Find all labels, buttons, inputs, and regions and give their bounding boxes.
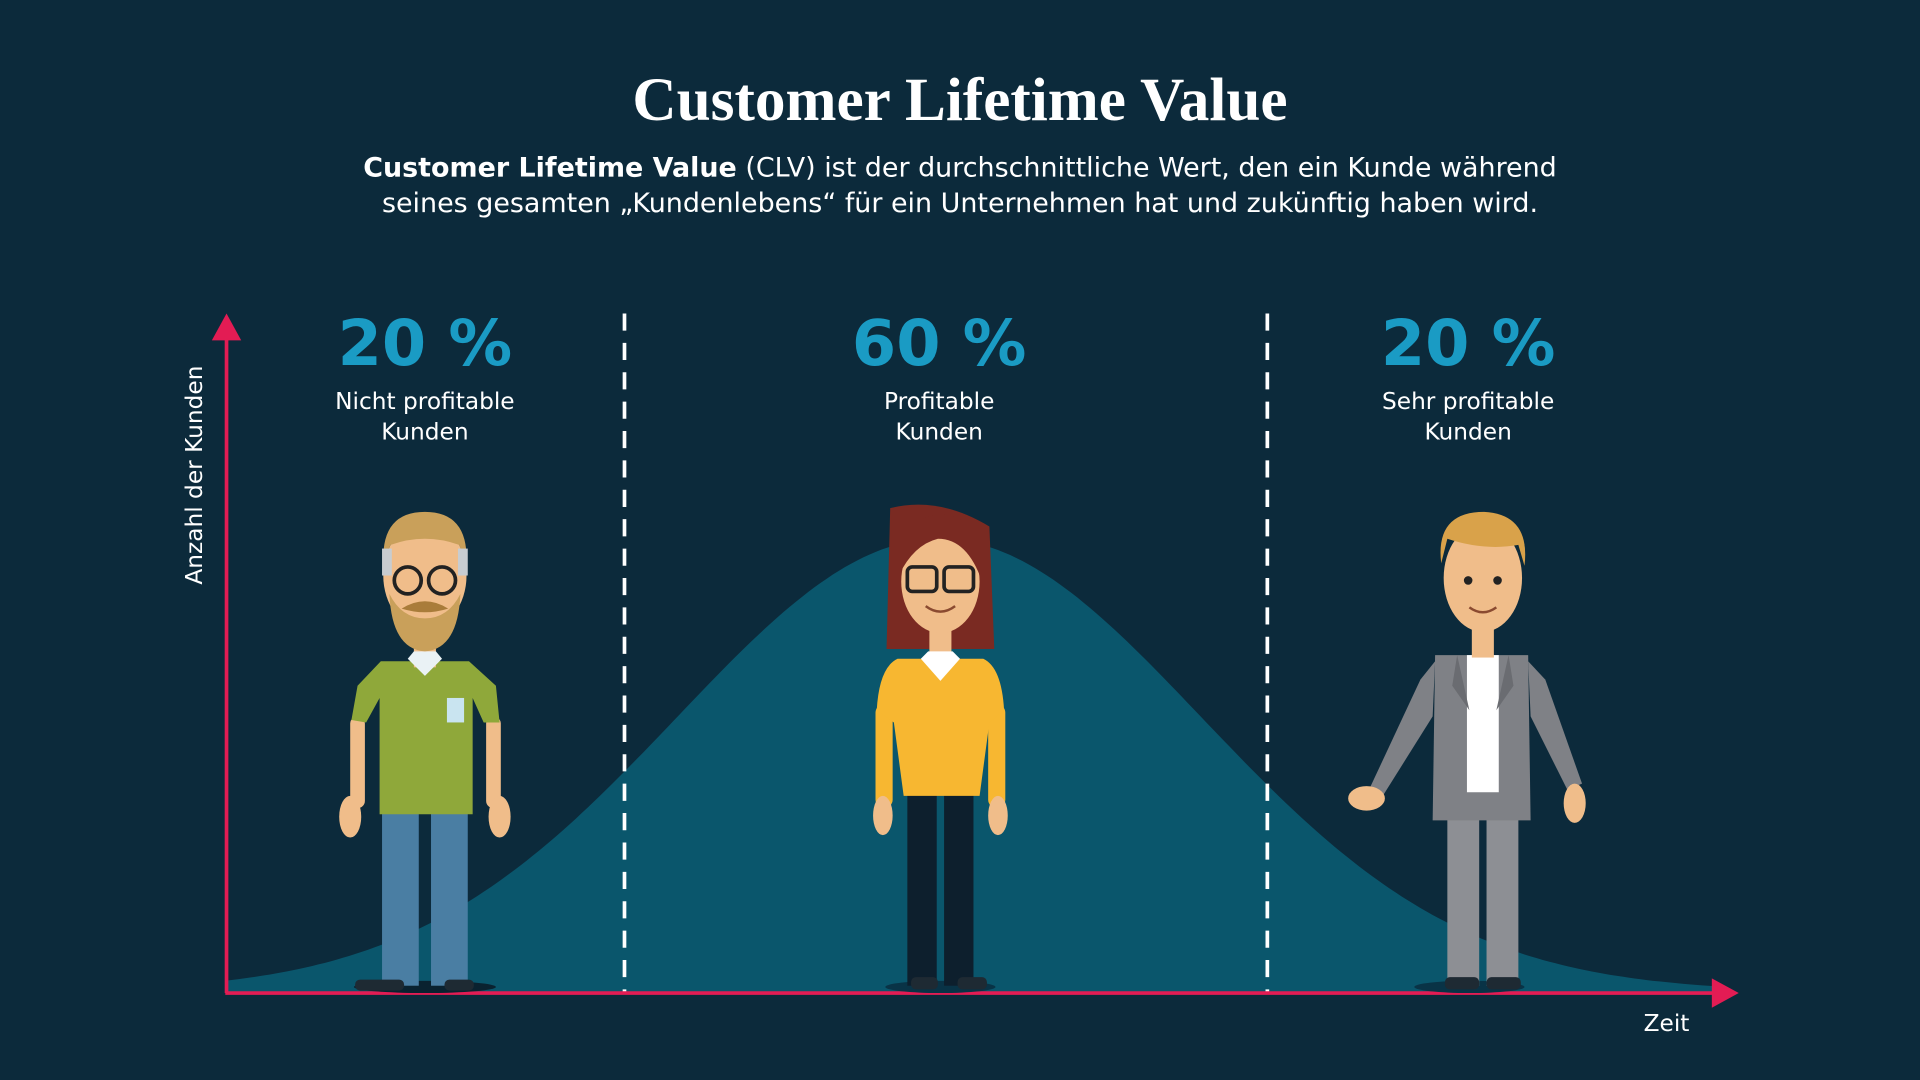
person-not-profitable-part	[486, 716, 501, 809]
segment-label: Kunden	[896, 419, 983, 446]
title: Customer Lifetime Value	[632, 66, 1287, 134]
person-profitable-part	[944, 783, 974, 986]
person-profitable-part	[942, 565, 976, 594]
segment-percent: 60 %	[852, 307, 1027, 381]
axes-part	[1711, 978, 1739, 1008]
description-bold: Customer Lifetime Value	[363, 152, 737, 183]
segment-label: Kunden	[1424, 419, 1511, 446]
person-profitable	[873, 504, 1008, 994]
person-profitable-part	[911, 977, 938, 990]
y-axis-label: Anzahl der Kunden	[181, 366, 208, 585]
person-not-profitable	[339, 511, 511, 994]
person-not-profitable-part	[426, 565, 458, 596]
person-not-profitable-part	[350, 716, 365, 809]
person-profitable-part	[905, 565, 939, 594]
segments: 20 % Nicht profitable Kunden 60 % Profitable…	[335, 307, 1555, 446]
person-not-profitable-part	[444, 979, 474, 991]
x-axis-label: Zeit	[1644, 1010, 1690, 1037]
person-very-profitable-part	[1471, 626, 1494, 658]
description-text: (CLV) ist der durchschnittliche Wert, de…	[737, 152, 1557, 183]
person-very-profitable-part	[1444, 977, 1480, 990]
person-profitable-part	[901, 530, 980, 634]
person-very-profitable-part	[1528, 661, 1583, 790]
person-profitable-part	[957, 977, 987, 990]
person-very-profitable-part	[1443, 524, 1523, 632]
person-not-profitable-part	[431, 808, 468, 986]
person-not-profitable-part	[382, 808, 419, 986]
person-very-profitable-part	[1463, 576, 1473, 585]
person-not-profitable-part	[446, 697, 465, 723]
person-profitable-part	[907, 783, 937, 986]
person-very-profitable-part	[1493, 576, 1502, 585]
person-very-profitable-part	[1486, 977, 1521, 990]
person-very-profitable-part	[1468, 606, 1498, 614]
person-profitable-part	[924, 605, 956, 613]
person-very-profitable-part	[1496, 655, 1514, 711]
segment-percent: 20 %	[1381, 307, 1556, 381]
person-very-profitable-part	[1440, 511, 1526, 566]
segment-label: Profitable	[884, 388, 994, 415]
person-very-profitable-part	[1447, 808, 1480, 986]
person-profitable-part	[875, 704, 893, 809]
description-line: seines gesamten „Kundenlebens“ für ein U…	[382, 188, 1538, 219]
person-very-profitable-part	[1486, 808, 1519, 986]
person-not-profitable-part	[401, 601, 449, 613]
person-profitable-part	[920, 651, 960, 681]
person-very-profitable-part	[1452, 655, 1470, 711]
person-not-profitable-part	[383, 521, 467, 630]
person-not-profitable-part	[389, 593, 461, 652]
person-not-profitable-part	[488, 795, 511, 838]
person-not-profitable-part	[339, 795, 362, 838]
person-very-profitable-part	[1368, 661, 1436, 799]
axes	[211, 313, 1739, 1008]
person-profitable-part	[873, 795, 893, 836]
segment-label: Nicht profitable	[335, 388, 514, 415]
person-not-profitable-part	[407, 651, 443, 676]
segment-label: Kunden	[381, 419, 468, 446]
person-very-profitable-part	[1563, 783, 1586, 823]
dividers	[622, 313, 1270, 992]
person-not-profitable-part	[392, 565, 424, 596]
person-profitable-part	[988, 795, 1008, 836]
person-not-profitable-part	[383, 511, 467, 561]
person-not-profitable-part	[355, 979, 405, 991]
person-very-profitable-part	[1348, 786, 1385, 811]
person-profitable-part	[898, 514, 983, 582]
segment-percent: 20 %	[338, 307, 513, 381]
description-line: Customer Lifetime Value (CLV) ist der du…	[363, 152, 1557, 183]
segment-label: Sehr profitable	[1382, 388, 1554, 415]
person-very-profitable	[1348, 511, 1586, 994]
person-profitable-part	[876, 658, 1005, 796]
person-not-profitable-part	[382, 548, 392, 576]
axes-part	[211, 313, 242, 341]
person-profitable-part	[988, 704, 1006, 809]
person-very-profitable-part	[1466, 655, 1499, 793]
person-not-profitable-part	[457, 548, 468, 576]
